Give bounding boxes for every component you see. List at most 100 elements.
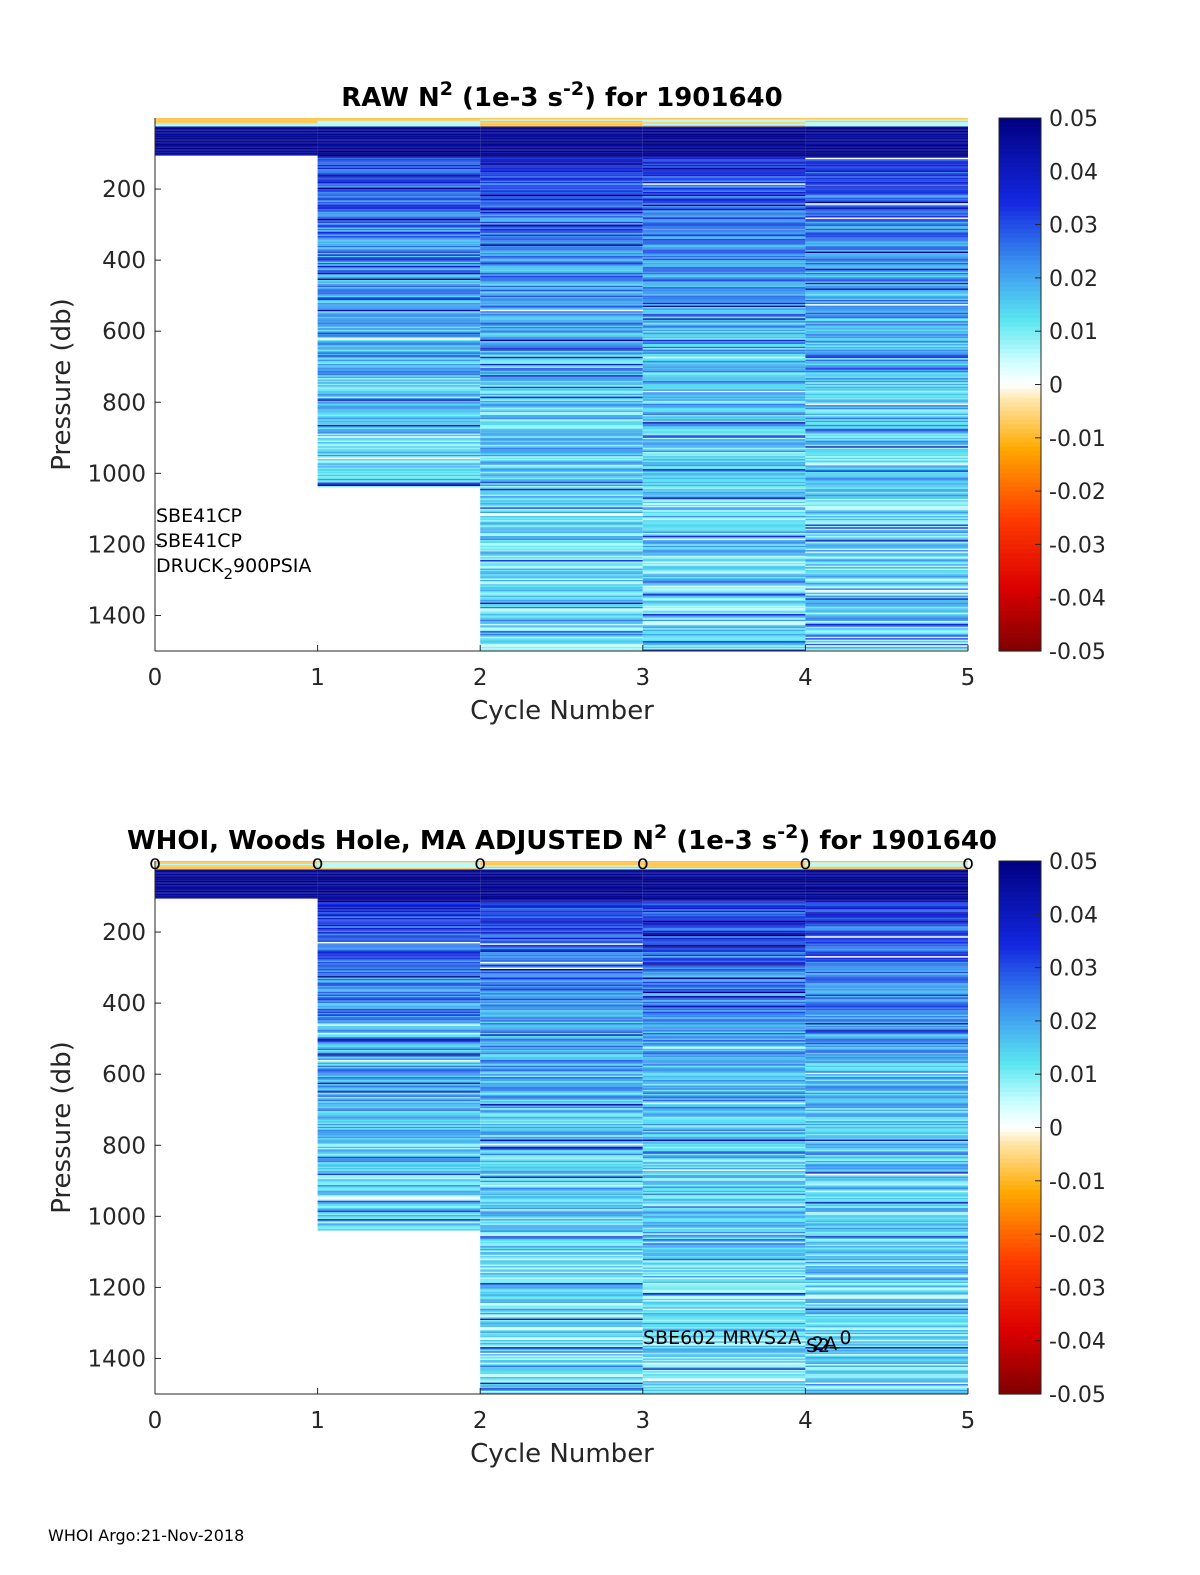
heatmap-cell <box>155 119 318 121</box>
heatmap-cell <box>317 1185 481 1187</box>
colorbar-segment <box>999 1163 1041 1169</box>
heatmap-cell <box>805 1187 968 1190</box>
marker-point: o <box>149 852 161 874</box>
colorbar-segment <box>999 526 1041 532</box>
heatmap-cell <box>805 316 968 319</box>
heatmap-cell <box>480 614 643 616</box>
heatmap-cell <box>642 1294 806 1296</box>
heatmap-cell <box>317 430 481 433</box>
heatmap-cell <box>480 1146 643 1149</box>
heatmap-cell <box>805 1385 968 1387</box>
heatmap-cell <box>642 542 806 545</box>
y-tick-label: 800 <box>102 390 146 416</box>
heatmap-cell <box>805 998 968 1001</box>
heatmap-cell <box>805 1050 968 1052</box>
heatmap-cell <box>155 152 318 154</box>
heatmap-cell <box>642 398 806 400</box>
heatmap-cell <box>317 873 481 876</box>
heatmap-cell <box>317 940 481 943</box>
heatmap-cell <box>480 533 643 535</box>
heatmap-cell <box>642 1075 806 1078</box>
heatmap-cell <box>805 594 968 596</box>
heatmap-cell <box>480 565 643 568</box>
heatmap-cell <box>642 163 806 165</box>
heatmap-cell <box>317 889 481 891</box>
heatmap-cell <box>642 926 806 928</box>
heatmap-cell <box>317 1028 481 1031</box>
title-superscript: -2 <box>777 821 798 843</box>
heatmap-cell <box>317 896 481 898</box>
heatmap-cell <box>317 1098 481 1100</box>
heatmap-cell <box>805 253 968 255</box>
heatmap-cell <box>480 1371 643 1373</box>
heatmap-cell <box>642 1195 806 1197</box>
heatmap-cell <box>480 118 643 120</box>
heatmap-cell <box>642 643 806 646</box>
heatmap-cell <box>642 1061 806 1063</box>
heatmap-cell <box>805 321 968 323</box>
heatmap-cell <box>480 564 643 566</box>
heatmap-cell <box>805 1365 968 1367</box>
heatmap-cell <box>480 163 643 165</box>
colorbar-segment <box>999 215 1041 221</box>
heatmap-cell <box>642 942 806 944</box>
heatmap-cell <box>642 132 806 134</box>
heatmap-cell <box>642 523 806 525</box>
heatmap-cell <box>805 1349 968 1352</box>
colorbar-segment <box>999 1171 1041 1177</box>
heatmap-cell <box>480 1361 643 1363</box>
heatmap-cell <box>480 920 643 923</box>
heatmap-cell <box>317 1091 481 1093</box>
heatmap-cell <box>317 358 481 360</box>
heatmap-cell <box>805 916 968 918</box>
heatmap-cell <box>480 1088 643 1090</box>
colorbar-segment <box>999 286 1041 292</box>
heatmap-cell <box>642 129 806 131</box>
colorbar-segment <box>999 508 1041 514</box>
colorbar-segment <box>999 954 1041 960</box>
heatmap-cell <box>642 1378 806 1380</box>
heatmap-cell <box>317 322 481 325</box>
heatmap-cell <box>317 944 481 947</box>
heatmap-cell <box>805 885 968 887</box>
heatmap-cell <box>317 159 481 161</box>
heatmap-cell <box>805 334 968 336</box>
heatmap-cell <box>805 980 968 982</box>
heatmap-cell <box>805 1155 968 1157</box>
heatmap-cell <box>642 1199 806 1201</box>
heatmap-cell <box>317 923 481 925</box>
heatmap-cell <box>805 959 968 961</box>
heatmap-cell <box>805 1352 968 1355</box>
heatmap-cell <box>642 446 806 448</box>
heatmap-cell <box>480 267 643 269</box>
heatmap-cell <box>805 120 968 123</box>
heatmap-cell <box>805 461 968 464</box>
heatmap-cell <box>642 902 806 904</box>
heatmap-cell <box>480 471 643 474</box>
heatmap-cell <box>155 132 318 134</box>
heatmap-cell <box>642 315 806 317</box>
heatmap-cell <box>642 1058 806 1060</box>
heatmap-cell <box>317 136 481 138</box>
heatmap-cell <box>317 289 481 292</box>
heatmap-cell <box>805 1359 968 1362</box>
colorbar-segment <box>999 118 1041 124</box>
heatmap-cell <box>480 181 643 184</box>
heatmap-cell <box>642 1072 806 1075</box>
heatmap-cell <box>805 164 968 167</box>
heatmap-cell <box>642 1004 806 1006</box>
heatmap-cell <box>155 870 318 873</box>
heatmap-cell <box>480 204 643 207</box>
heatmap-cell <box>805 434 968 437</box>
heatmap-cell <box>480 571 643 573</box>
heatmap-cell <box>480 406 643 408</box>
heatmap-cell <box>642 558 806 561</box>
colorbar-segment <box>999 949 1041 955</box>
heatmap-cell <box>317 247 481 249</box>
colorbar-segment <box>999 499 1041 506</box>
heatmap-cell <box>480 611 643 613</box>
heatmap-cell <box>317 1104 481 1106</box>
heatmap-cell <box>317 415 481 417</box>
heatmap-cell <box>805 1113 968 1116</box>
heatmap-cell <box>480 125 643 127</box>
